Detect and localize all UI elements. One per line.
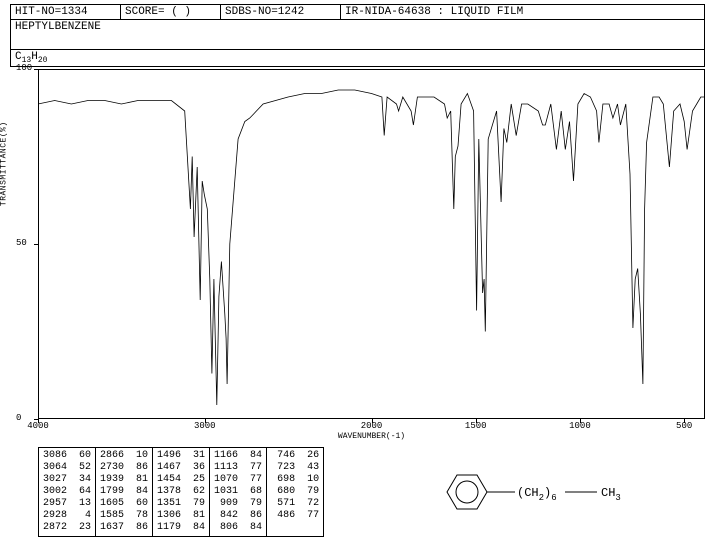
formula-h: H xyxy=(31,51,38,63)
peak-column: 2866 102730 861939 811799 841605 601585 … xyxy=(96,448,153,536)
chain-group: (CH2)6 xyxy=(517,486,557,503)
formula-c: C xyxy=(15,51,22,63)
benzene-circle-icon xyxy=(456,481,478,503)
x-axis-label: WAVENUMBER(-1) xyxy=(338,432,405,441)
peak-entry: 3064 52 xyxy=(43,462,91,474)
x-tick-mark xyxy=(476,419,477,423)
ir-info: IR-NIDA-64638 : LIQUID FILM xyxy=(341,5,704,19)
peak-entry: 909 79 xyxy=(214,498,262,510)
spectrum-chart: TRANSMITTANCE(%) 100500 4000300020001500… xyxy=(38,69,705,419)
end-group: CH3 xyxy=(601,486,621,503)
score: SCORE= ( ) xyxy=(121,5,221,19)
y-tick-mark xyxy=(34,244,38,245)
peak-entry: 1496 31 xyxy=(157,450,205,462)
peak-entry: 1378 62 xyxy=(157,486,205,498)
peak-entry: 1454 25 xyxy=(157,474,205,486)
peak-entry: 1070 77 xyxy=(214,474,262,486)
peak-entry: 1467 36 xyxy=(157,462,205,474)
spectrum-line xyxy=(38,69,705,419)
sdbs-no: SDBS-NO=1242 xyxy=(221,5,341,19)
peak-entry: 2730 86 xyxy=(100,462,148,474)
peak-table: 3086 603064 523027 343002 642957 132928 … xyxy=(38,447,324,537)
peak-entry: 3086 60 xyxy=(43,450,91,462)
peak-entry: 2872 23 xyxy=(43,522,91,534)
peak-entry: 1166 84 xyxy=(214,450,262,462)
x-tick-mark xyxy=(372,419,373,423)
peak-column: 746 26 723 43 698 10 680 79 571 72 486 7… xyxy=(267,448,323,536)
y-tick: 100 xyxy=(16,63,32,73)
bottom-panel: 3086 603064 523027 343002 642957 132928 … xyxy=(38,447,705,537)
y-tick: 0 xyxy=(16,413,21,423)
peak-entry: 1351 79 xyxy=(157,498,205,510)
peak-entry: 2866 10 xyxy=(100,450,148,462)
peak-entry: 1179 84 xyxy=(157,522,205,534)
peak-entry: 842 86 xyxy=(214,510,262,522)
formula-h-n: 20 xyxy=(38,56,48,65)
peak-entry: 3027 34 xyxy=(43,474,91,486)
x-tick-mark xyxy=(580,419,581,423)
peak-column: 3086 603064 523027 343002 642957 132928 … xyxy=(39,448,96,536)
peak-entry: 486 77 xyxy=(271,510,319,522)
peak-entry: 1637 86 xyxy=(100,522,148,534)
peak-entry: 1031 68 xyxy=(214,486,262,498)
peak-entry: 1799 84 xyxy=(100,486,148,498)
header-bar: HIT-NO=1334 SCORE= ( ) SDBS-NO=1242 IR-N… xyxy=(10,4,705,20)
y-axis-label: TRANSMITTANCE(%) xyxy=(0,121,9,206)
hit-no: HIT-NO=1334 xyxy=(11,5,121,19)
peak-entry: 1113 77 xyxy=(214,462,262,474)
compound-name: HEPTYLBENZENE xyxy=(10,20,705,50)
structure-diagram: (CH2)6 CH3 xyxy=(364,457,705,527)
structure-svg: (CH2)6 CH3 xyxy=(425,457,645,527)
peak-entry: 1939 81 xyxy=(100,474,148,486)
peak-entry: 723 43 xyxy=(271,462,319,474)
y-tick-mark xyxy=(34,69,38,70)
peak-entry: 2928 4 xyxy=(43,510,91,522)
peak-entry: 806 84 xyxy=(214,522,262,534)
y-tick: 50 xyxy=(16,238,27,248)
peak-entry: 698 10 xyxy=(271,474,319,486)
peak-entry: 1306 81 xyxy=(157,510,205,522)
spectrum-path xyxy=(38,90,705,405)
peak-entry: 746 26 xyxy=(271,450,319,462)
peak-entry: 680 79 xyxy=(271,486,319,498)
molecular-formula: C13H20 xyxy=(10,50,705,67)
peak-entry: 1585 78 xyxy=(100,510,148,522)
peak-entry: 1605 60 xyxy=(100,498,148,510)
x-tick-mark xyxy=(205,419,206,423)
peak-entry: 571 72 xyxy=(271,498,319,510)
x-tick-mark xyxy=(684,419,685,423)
benzene-ring-icon xyxy=(447,475,487,509)
peak-column: 1166 841113 771070 771031 68 909 79 842 … xyxy=(210,448,267,536)
x-tick-mark xyxy=(38,419,39,423)
peak-column: 1496 311467 361454 251378 621351 791306 … xyxy=(153,448,210,536)
peak-entry: 3002 64 xyxy=(43,486,91,498)
peak-entry: 2957 13 xyxy=(43,498,91,510)
